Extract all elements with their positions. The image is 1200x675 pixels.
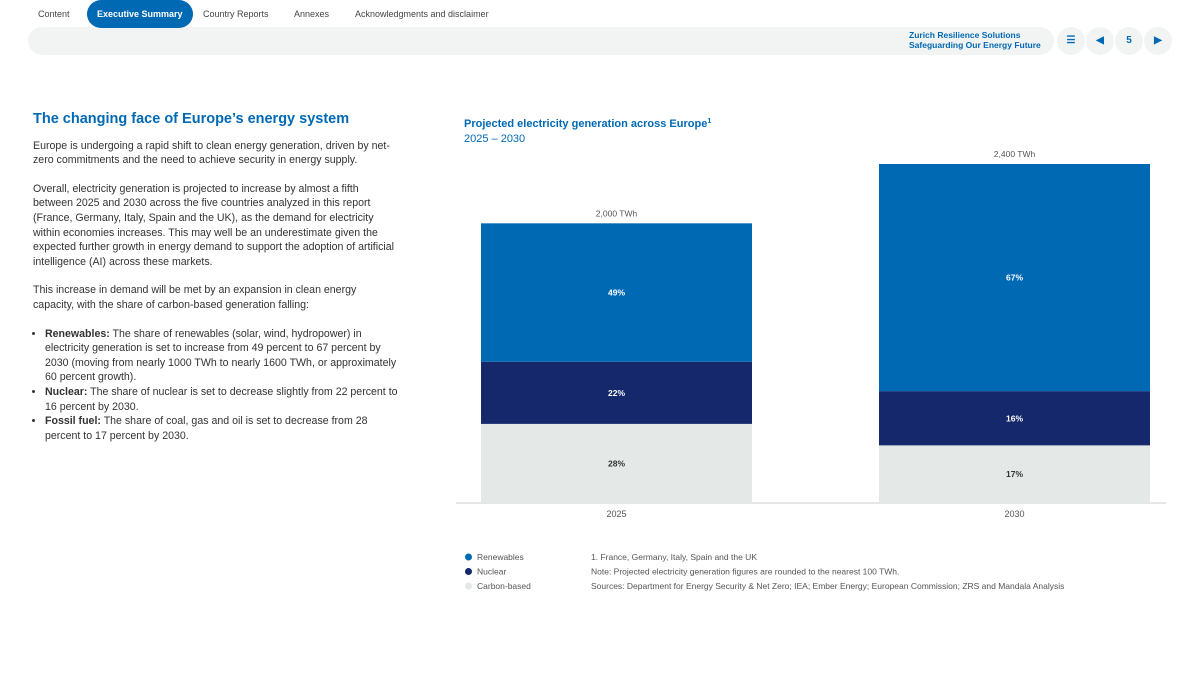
article-title: The changing face of Europe’s energy sys… — [33, 111, 350, 127]
nav-tab[interactable]: Acknowledgments and disclaimer — [355, 9, 489, 19]
data-label: 16% — [1006, 413, 1023, 423]
note: Note: Projected electricity generation f… — [591, 567, 899, 577]
bar-segment — [879, 164, 1150, 392]
bullet-label: Nuclear: — [45, 385, 88, 398]
article: The changing face of Europe’s energy sys… — [33, 112, 399, 443]
legend-label: Renewables — [477, 552, 524, 562]
title-footnote: 1 — [707, 118, 711, 125]
total-label: 2,400 TWh — [994, 149, 1036, 159]
bullet-text: The share of coal, gas and oil is set to… — [45, 415, 368, 442]
data-label: 67% — [1006, 273, 1023, 283]
chart-title: Projected electricity generation across … — [464, 118, 711, 130]
bullet: Renewables: The share of renewables (sol… — [45, 327, 399, 385]
legend-swatch — [465, 582, 472, 590]
legend-label: Nuclear — [477, 567, 506, 577]
page-number: 5 — [1115, 27, 1143, 55]
bullet: Fossil fuel: The share of coal, gas and … — [45, 414, 399, 443]
nav-tab[interactable]: Executive Summary — [87, 0, 193, 28]
brand-line: Zurich Resilience Solutions — [909, 30, 1021, 40]
paragraph: Overall, electricity generation is proje… — [33, 182, 394, 268]
prev-button[interactable]: ◀ — [1086, 27, 1114, 55]
title-text: Projected electricity generation across … — [464, 118, 707, 130]
next-button[interactable]: ▶ — [1144, 27, 1172, 55]
bullet-text: The share of renewables (solar, wind, hy… — [45, 327, 397, 384]
x-tick-label: 2030 — [1004, 509, 1024, 519]
brand: Zurich Resilience Solutions Safeguarding … — [909, 30, 1041, 50]
bullet-text: The share of nuclear is set to decrease … — [45, 385, 398, 413]
nav-tab[interactable]: Country Reports — [203, 9, 269, 19]
data-label: 28% — [608, 458, 625, 468]
menu-button[interactable]: ☰ — [1057, 27, 1085, 55]
bar-segment — [879, 445, 1150, 503]
nav-tab[interactable]: Annexes — [294, 9, 330, 19]
data-label: 49% — [608, 288, 625, 298]
total-label: 2,000 TWh — [596, 208, 638, 218]
nav-tab[interactable]: Content — [38, 9, 70, 19]
data-label: 22% — [608, 388, 625, 398]
bar-segment — [481, 361, 752, 424]
note: 1. France, Germany, Italy, Spain and the… — [591, 552, 757, 562]
bullet-list: Renewables: The share of renewables (sol… — [33, 327, 399, 444]
bullet-label: Renewables: — [45, 327, 110, 340]
bullet-label: Fossil fuel: — [45, 415, 101, 428]
bar-segment — [481, 223, 752, 362]
bar-segment — [879, 391, 1150, 446]
paragraph: This increase in demand will be met by a… — [33, 284, 357, 311]
brand-line: Safeguarding Our Energy Future — [909, 40, 1041, 50]
legend-label: Carbon-based — [477, 581, 531, 591]
paragraph: Europe is undergoing a rapid shift to cl… — [33, 139, 390, 167]
bar-segment — [481, 423, 752, 503]
nav-bar — [28, 27, 1054, 55]
data-label: 17% — [1006, 469, 1023, 479]
bullet: Nuclear: The share of nuclear is set to … — [45, 385, 399, 414]
note: Sources: Department for Energy Security … — [591, 581, 1064, 591]
legend-swatch — [465, 553, 472, 561]
legend-swatch — [465, 568, 472, 575]
x-tick-label: 2025 — [606, 509, 626, 519]
chart-subtitle: 2025 – 2030 — [464, 133, 525, 145]
